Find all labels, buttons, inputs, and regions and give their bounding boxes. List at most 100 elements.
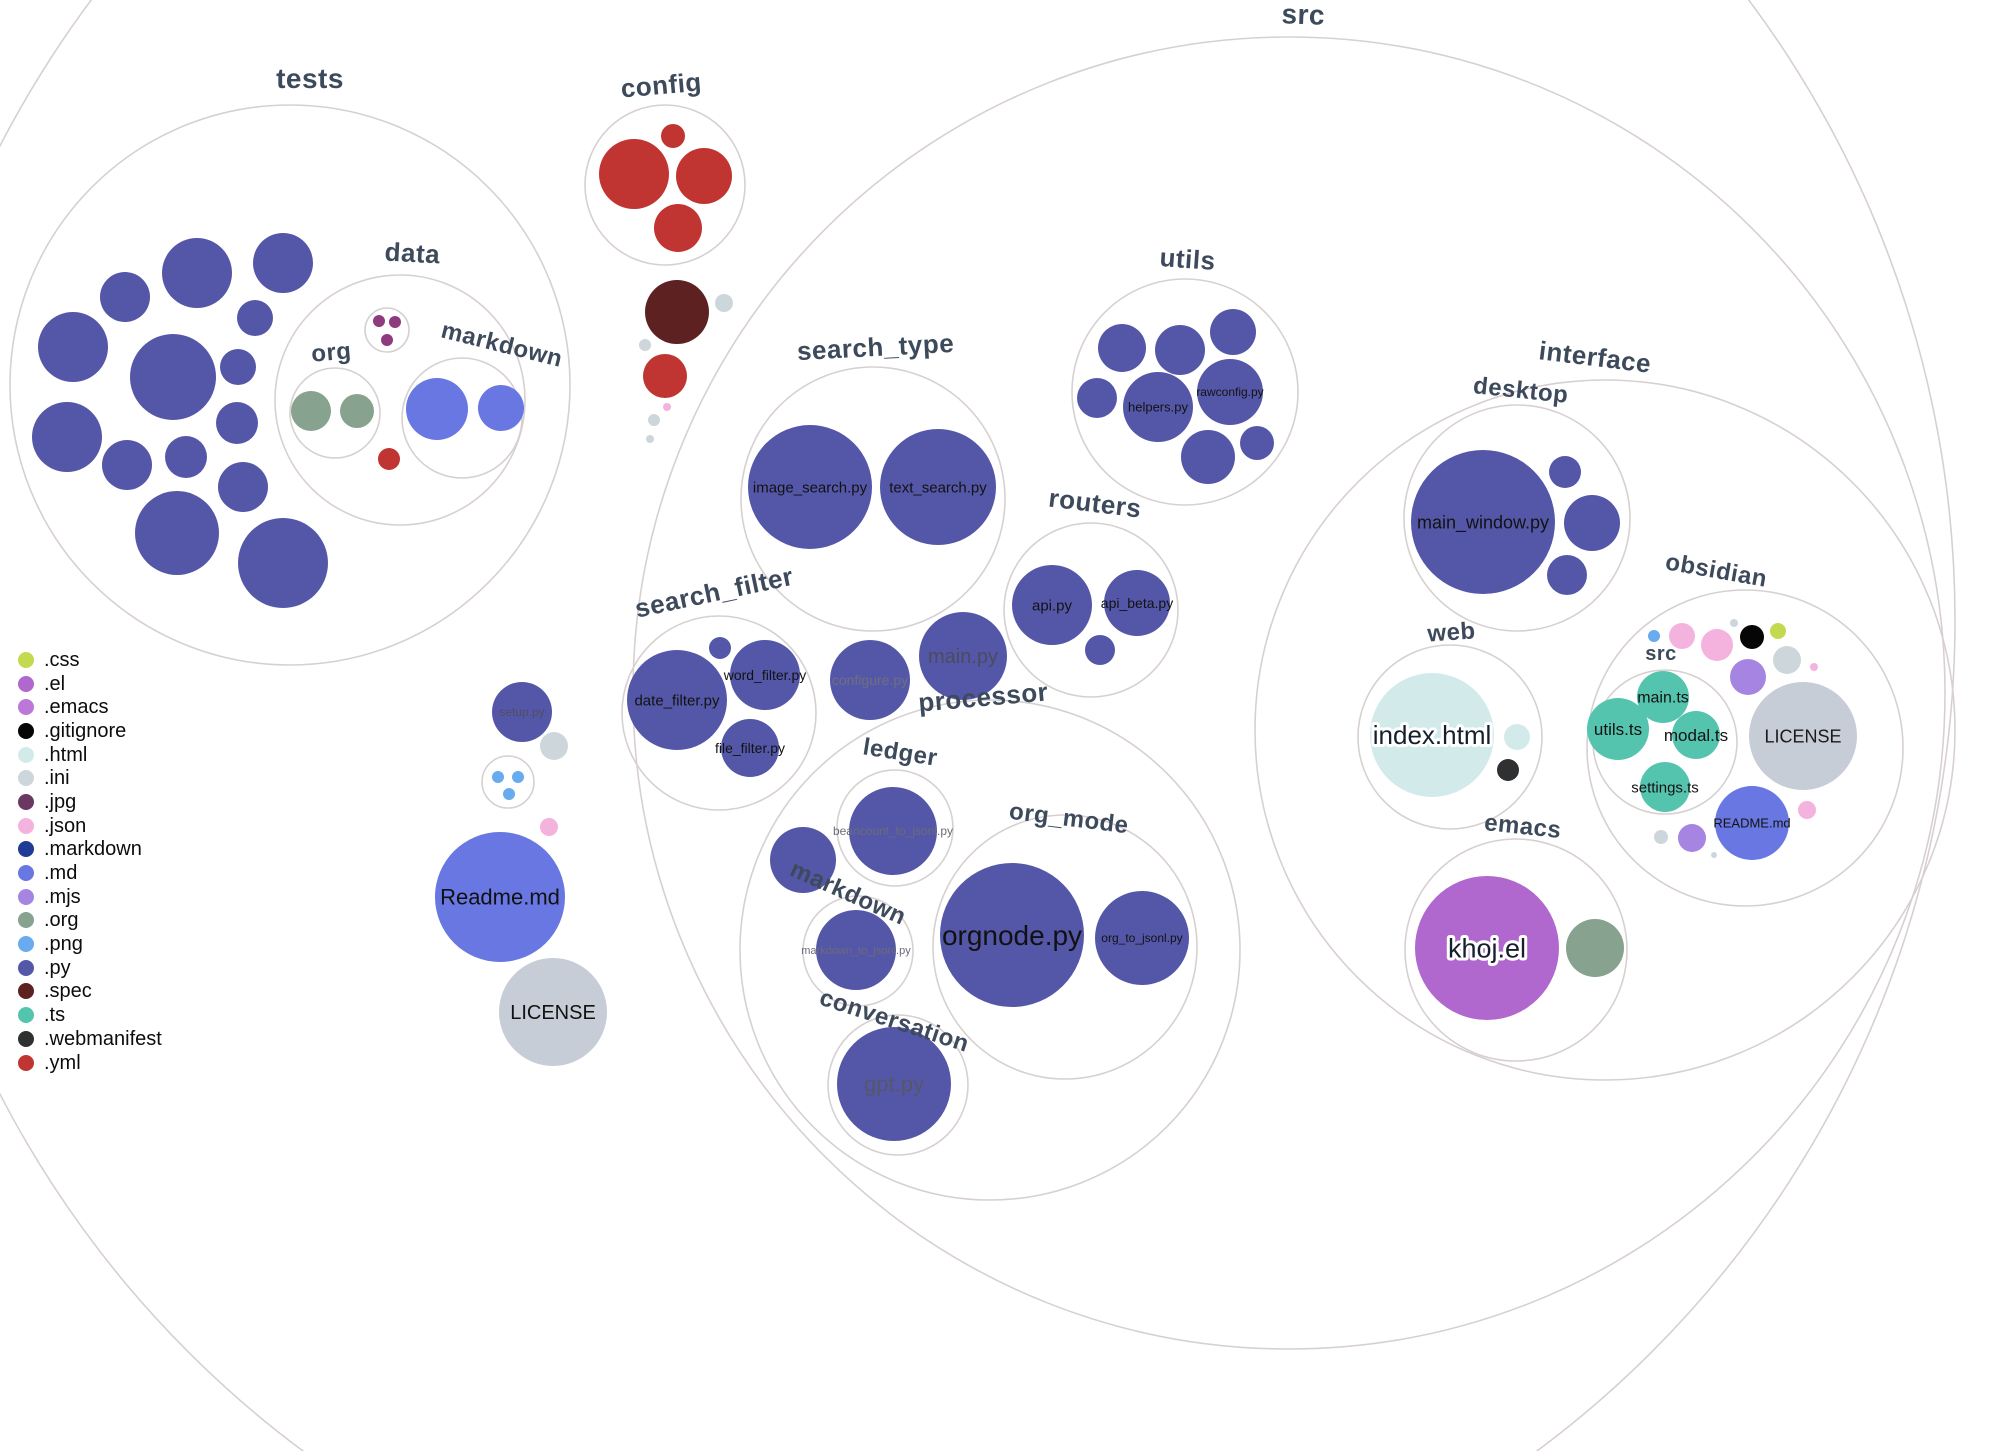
folder-circle-search-filter[interactable] [621,615,817,811]
folder-circle-interface[interactable] [1254,379,1956,1081]
file-circle-py-57[interactable] [709,637,731,659]
file-circle-text-search-py[interactable] [880,429,996,545]
folder-circle-desktop[interactable] [1403,404,1631,632]
file-circle-main-window-py[interactable] [1411,450,1555,594]
file-circle-jpg-16[interactable] [381,334,393,346]
file-circle-org-93[interactable] [1566,919,1624,977]
file-circle-py-12[interactable] [135,491,219,575]
folder-circle-emacs[interactable] [1404,838,1628,1062]
file-circle-ini-32[interactable] [646,435,654,443]
file-circle-org-18[interactable] [340,394,374,428]
file-circle-ini-89[interactable] [1654,830,1668,844]
file-circle-py-51[interactable] [1181,430,1235,484]
folder-circle-tests[interactable] [9,104,571,666]
file-circle-readme-md[interactable] [1715,786,1789,860]
file-circle-license[interactable] [499,958,607,1066]
folder-circle-obsidian[interactable] [1586,589,1904,907]
file-circle-py-4[interactable] [130,334,216,420]
file-circle-main-ts[interactable] [1637,671,1689,723]
file-circle-py-1[interactable] [253,233,313,293]
folder-circle-utils[interactable] [1071,278,1299,506]
file-circle-api-beta-py[interactable] [1104,570,1170,636]
file-circle-ini-91[interactable] [1711,852,1717,858]
file-circle-yml-23[interactable] [661,124,685,148]
file-circle-json-80[interactable] [1810,663,1818,671]
folder-circle-search-type[interactable] [740,366,1006,632]
file-circle-mjs-81[interactable] [1730,659,1766,695]
file-circle-py-9[interactable] [102,440,152,490]
file-circle-yml-25[interactable] [654,204,702,252]
file-circle-md-19[interactable] [406,378,468,440]
file-circle-py-67[interactable] [1549,456,1581,488]
file-circle-gitignore-77[interactable] [1740,625,1764,649]
file-circle-py-55[interactable] [1085,635,1115,665]
file-circle-org-to-jsonl-py[interactable] [1095,891,1189,985]
file-circle-ini-31[interactable] [648,414,660,426]
file-circle-index-html[interactable] [1370,673,1494,797]
file-circle-webmanifest-72[interactable] [1497,759,1519,781]
file-circle-ini-79[interactable] [1773,646,1801,674]
file-circle-json-38[interactable] [540,818,558,836]
file-circle-gpt-py[interactable] [837,1027,951,1141]
file-circle-json-30[interactable] [663,403,671,411]
folder-circle-ledger[interactable] [836,769,954,887]
file-circle-png-37[interactable] [503,788,515,800]
folder-circle-data-markdown[interactable] [401,357,523,479]
file-circle-yml-29[interactable] [643,354,687,398]
folder-circle-conversation[interactable] [827,1014,969,1156]
file-circle-py-46[interactable] [1155,325,1205,375]
file-circle-py-0[interactable] [162,238,232,308]
file-circle-py-6[interactable] [220,349,256,385]
folder-circle-processor-markdown[interactable] [802,895,914,1007]
file-circle-api-py[interactable] [1012,565,1092,645]
file-circle-py-3[interactable] [38,312,108,382]
folder-circle-org-mode[interactable] [932,814,1198,1080]
file-circle-main-py[interactable] [919,612,1007,700]
file-circle-beancount-to-jsonl-py[interactable] [849,787,937,875]
file-circle-css-78[interactable] [1770,623,1786,639]
file-circle-setup-py[interactable] [492,682,552,742]
folder-circle-data-jpg-group[interactable] [364,307,410,353]
file-circle-yml-21[interactable] [378,448,400,470]
file-circle-yml-22[interactable] [599,139,669,209]
file-circle-png-36[interactable] [512,771,524,783]
file-circle-license[interactable] [1749,682,1857,790]
file-circle-py-52[interactable] [1240,426,1274,460]
file-circle-png-35[interactable] [492,771,504,783]
file-circle-readme-md[interactable] [435,832,565,962]
file-circle-json-88[interactable] [1798,801,1816,819]
file-circle-yml-24[interactable] [676,148,732,204]
file-circle-ini-28[interactable] [639,339,651,351]
file-circle-ini-76[interactable] [1730,619,1738,627]
file-circle-py-45[interactable] [1098,324,1146,372]
file-circle-jpg-15[interactable] [389,316,401,328]
file-circle-configure-py[interactable] [830,640,910,720]
file-circle-py-2[interactable] [100,272,150,322]
file-circle-json-75[interactable] [1701,629,1733,661]
file-circle-helpers-py[interactable] [1123,372,1193,442]
folder-circle-routers[interactable] [1003,522,1179,698]
file-circle-mjs-90[interactable] [1678,824,1706,852]
file-circle-modal-ts[interactable] [1672,711,1720,759]
file-circle-py-10[interactable] [165,436,207,478]
folder-circle-web[interactable] [1357,644,1543,830]
folder-circle-data-org[interactable] [289,367,381,459]
file-circle-markdown-to-jsonl-py[interactable] [816,910,896,990]
folder-circle-processor[interactable] [739,699,1241,1201]
file-circle-py-8[interactable] [32,402,102,472]
file-circle-py-68[interactable] [1564,495,1620,551]
folder-circle-root-png-group[interactable] [481,755,535,809]
file-circle-rawconfig-py[interactable] [1197,359,1263,425]
file-circle-org-17[interactable] [291,391,331,431]
file-circle-settings-ts[interactable] [1640,762,1690,812]
file-circle-md-20[interactable] [478,385,524,431]
file-circle-py-47[interactable] [1210,309,1256,355]
folder-circle-config[interactable] [584,104,746,266]
file-circle-py-69[interactable] [1547,555,1587,595]
file-circle-py-5[interactable] [237,300,273,336]
file-circle-jpg-14[interactable] [373,315,385,327]
file-circle-word-filter-py[interactable] [730,640,800,710]
file-circle-ini-34[interactable] [540,732,568,760]
file-circle-py-48[interactable] [1077,378,1117,418]
